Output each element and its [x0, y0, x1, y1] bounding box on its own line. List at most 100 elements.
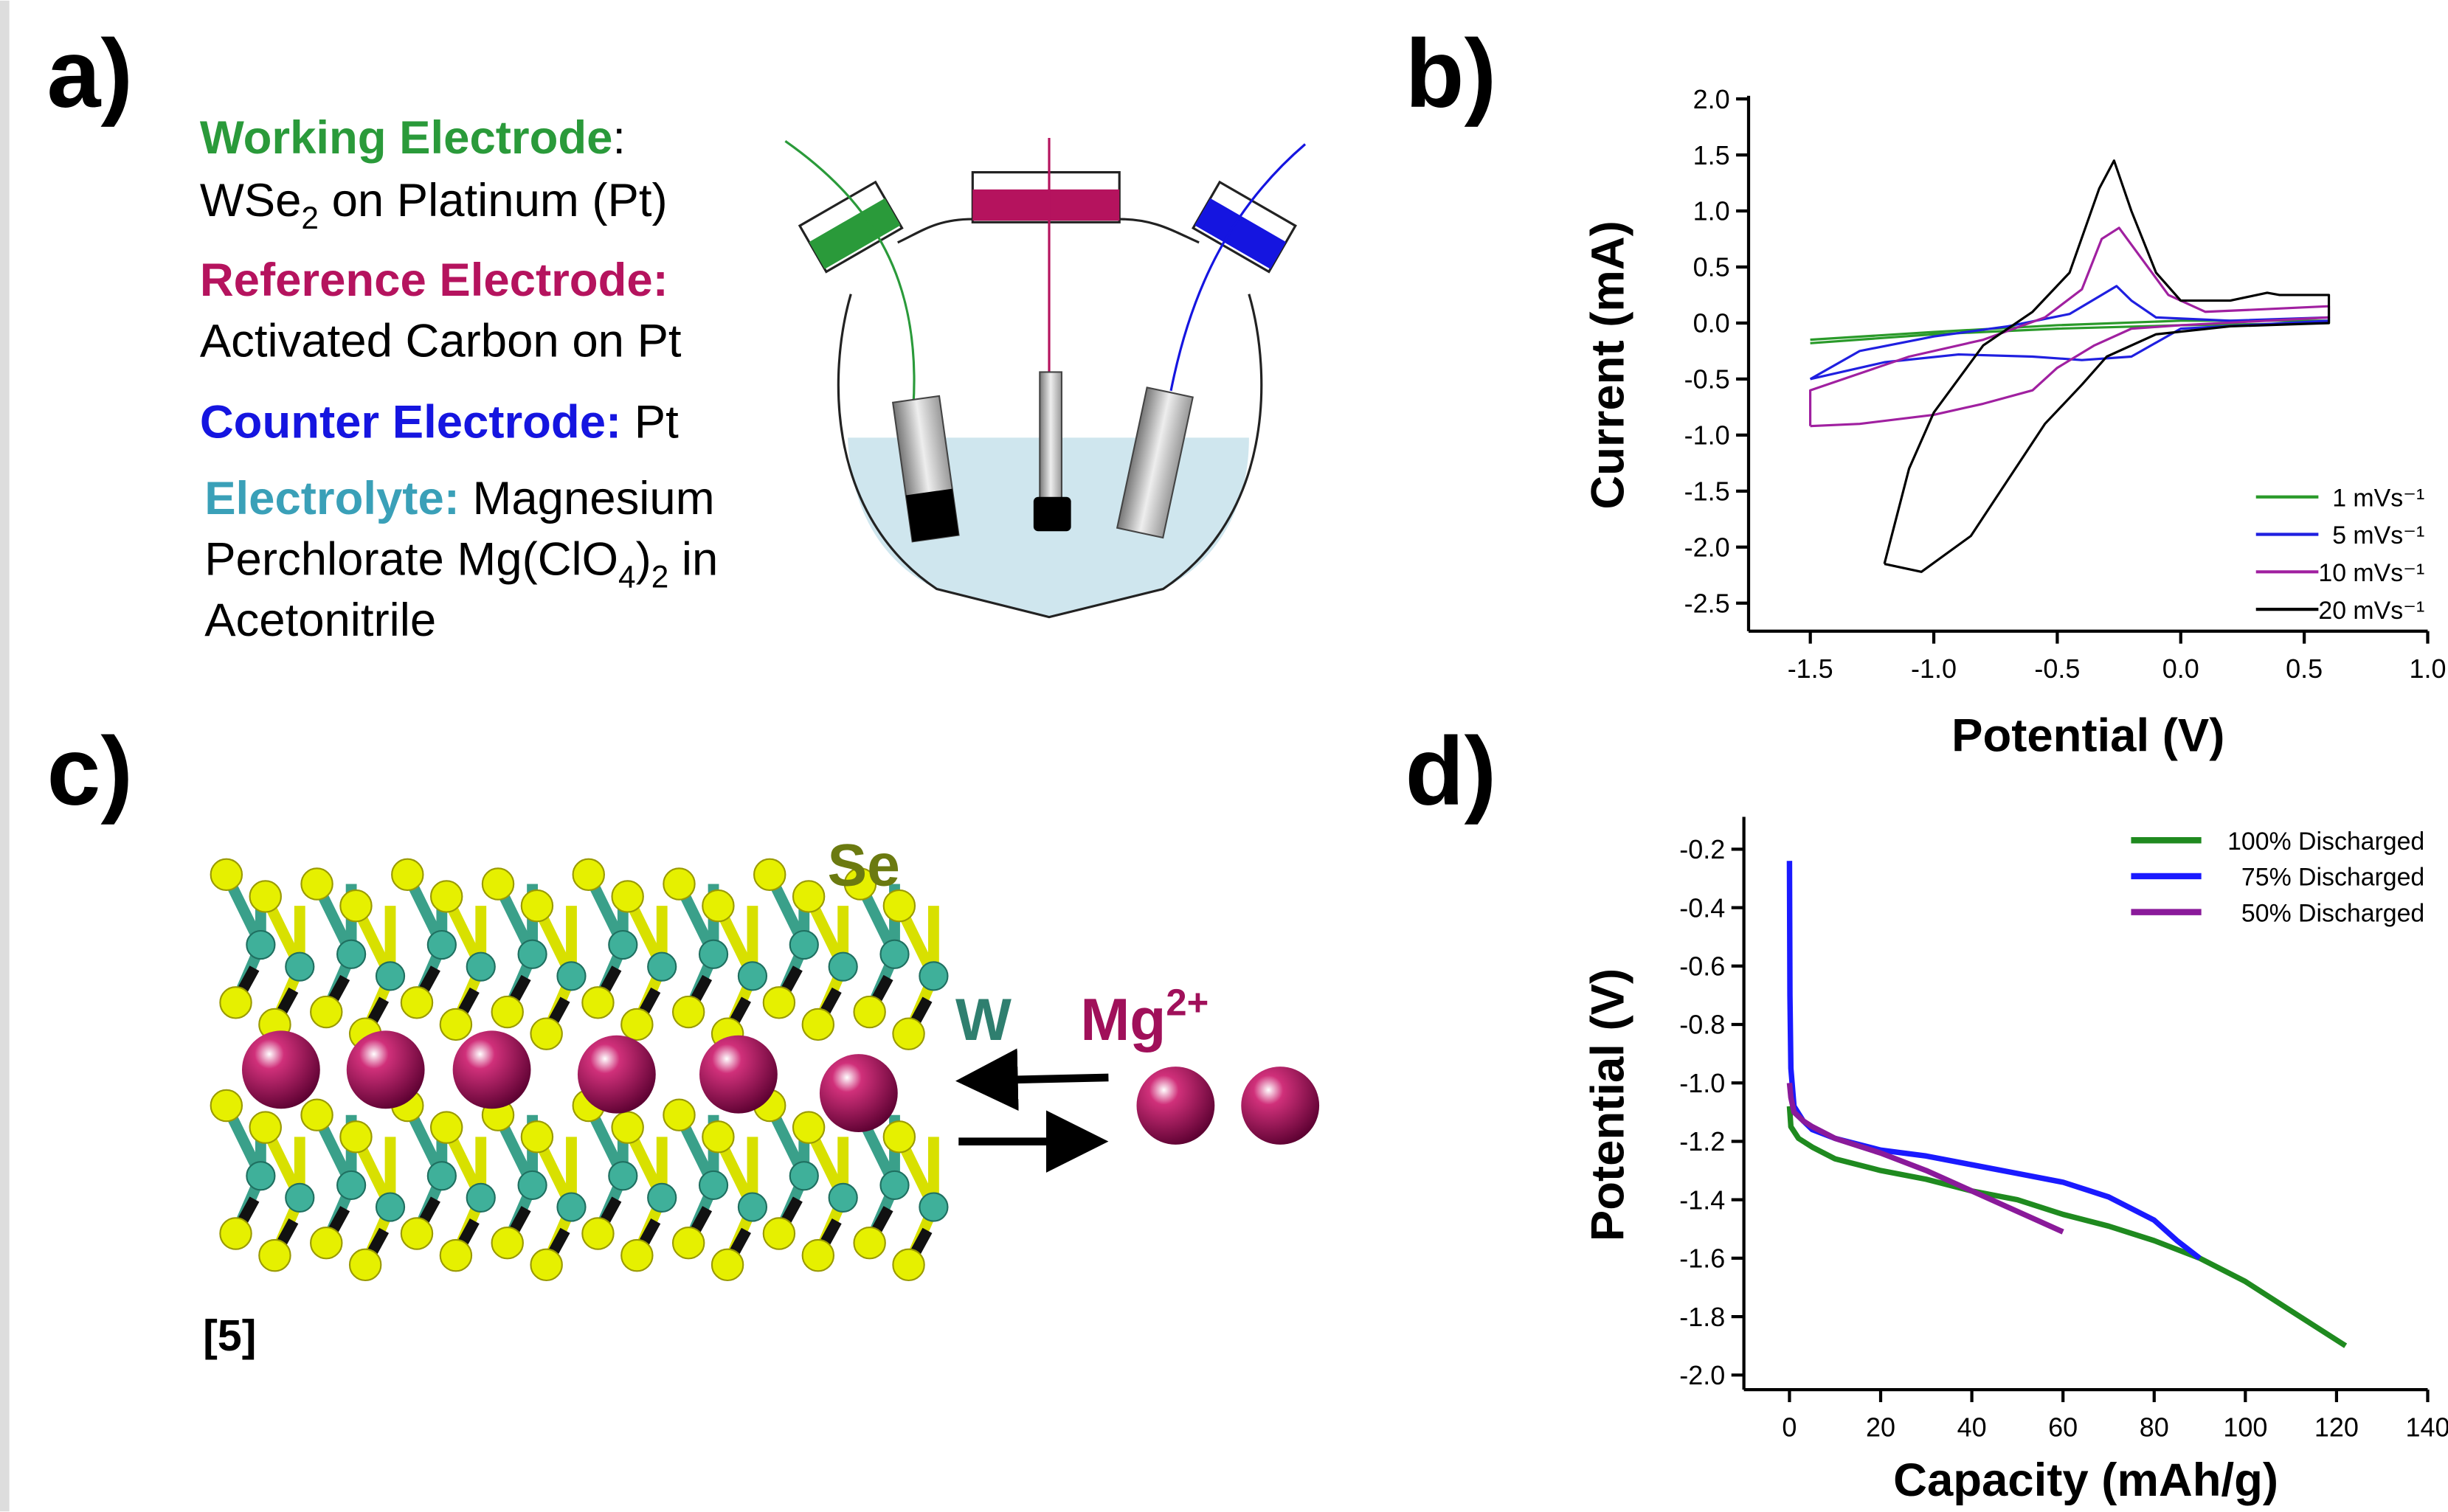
se-atom — [764, 987, 795, 1018]
reference: [5] — [203, 1311, 256, 1360]
y-tick-label: 1.5 — [1693, 140, 1730, 170]
electrolyte: Electrolyte: Magnesium — [204, 473, 714, 524]
se-atom — [522, 890, 553, 921]
w-atom — [739, 962, 767, 990]
x-tick-label: 60 — [2048, 1412, 2078, 1443]
mg-ion — [1241, 1067, 1319, 1145]
y-tick-label: -1.4 — [1679, 1185, 1725, 1215]
se-atom — [220, 1218, 251, 1249]
se-atom — [893, 1249, 924, 1280]
mg-ion — [242, 1030, 320, 1109]
w-atom — [609, 931, 637, 959]
w-atom — [337, 940, 365, 968]
y-tick-label: 1.0 — [1693, 196, 1730, 226]
legend-label: 75% Discharged — [2241, 864, 2424, 892]
se-atom — [673, 1227, 704, 1258]
w-atom — [739, 1193, 767, 1221]
x-tick-label: 0.5 — [2286, 653, 2323, 684]
se-atom — [250, 881, 281, 912]
se-atom — [854, 996, 885, 1027]
se-atom — [884, 1121, 915, 1152]
mg-ion — [453, 1030, 531, 1109]
y-tick-label: -0.5 — [1684, 364, 1730, 395]
w-atom — [829, 1184, 857, 1212]
w-atom — [880, 940, 908, 968]
x-tick-label: 0 — [1782, 1412, 1797, 1443]
se-atom — [793, 1112, 824, 1142]
electrolyte-line: Perchlorate Mg(ClO4)2 in — [204, 534, 718, 594]
x-tick-label: 140 — [2405, 1412, 2448, 1443]
w-atom — [376, 1193, 404, 1221]
se-atom — [793, 881, 824, 912]
w-atom — [286, 953, 314, 981]
text: ) — [636, 534, 651, 586]
atom-label: Se — [828, 833, 900, 899]
mg-ion — [347, 1030, 425, 1109]
wire — [1171, 145, 1305, 391]
sample — [906, 489, 959, 542]
neck — [1193, 182, 1296, 272]
y-tick-label: -0.6 — [1679, 951, 1725, 981]
text: in — [668, 534, 718, 586]
wire — [785, 141, 914, 406]
left-border — [0, 1, 10, 1511]
se-atom — [673, 996, 704, 1027]
mg-ion — [578, 1036, 656, 1114]
electrolyte-line: Acetonitrile — [204, 594, 436, 646]
panel-label: b) — [1405, 19, 1496, 128]
w-atom — [286, 1184, 314, 1212]
se-atom — [492, 1227, 523, 1258]
se-atom — [702, 890, 733, 921]
series-line — [1884, 161, 2328, 572]
y-tick-label: -2.5 — [1684, 588, 1730, 618]
se-atom — [431, 881, 462, 912]
reference-electrode: Reference Electrode: — [200, 254, 668, 306]
text: Perchlorate Mg(ClO — [204, 534, 618, 586]
w-atom — [699, 940, 727, 968]
se-atom — [803, 1240, 834, 1271]
x-tick-label: 20 — [1866, 1412, 1895, 1443]
w-atom — [790, 1162, 818, 1190]
se-atom — [259, 1240, 290, 1271]
se-atom — [440, 1009, 471, 1040]
y-tick-label: -1.2 — [1679, 1126, 1725, 1156]
se-atom — [311, 996, 342, 1027]
w-atom — [246, 1162, 274, 1190]
w-atom — [467, 1184, 495, 1212]
w-atom — [467, 953, 495, 981]
se-atom — [621, 1009, 652, 1040]
x-tick-label: 0.0 — [2162, 653, 2199, 684]
y-tick-label: -0.8 — [1679, 1010, 1725, 1040]
sample — [1034, 497, 1071, 532]
y-tick-label: -0.4 — [1679, 892, 1725, 923]
subscript: 4 — [618, 559, 636, 594]
x-tick-label: -1.0 — [1911, 653, 1957, 684]
reference-material: Activated Carbon on Pt — [200, 315, 682, 367]
se-atom — [893, 1019, 924, 1050]
se-atom — [530, 1019, 561, 1050]
series-line — [1789, 1106, 2345, 1346]
figure: a) Working Electrode: WSe2 on Platinum (… — [0, 0, 2448, 1512]
se-atom — [621, 1240, 652, 1271]
working-electrode: Working Electrode: — [200, 112, 626, 164]
x-tick-label: -0.5 — [2034, 653, 2080, 684]
y-tick-label: 0.0 — [1693, 308, 1730, 339]
mg-ion — [699, 1036, 778, 1114]
y-tick-label: -1.8 — [1679, 1302, 1725, 1332]
superscript: 2+ — [1166, 981, 1209, 1023]
se-atom — [854, 1227, 885, 1258]
rod — [1040, 372, 1062, 500]
se-atom — [350, 1249, 381, 1280]
se-atom — [573, 859, 604, 890]
working-material: WSe2 on Platinum (Pt) — [200, 175, 668, 235]
w-atom — [919, 962, 947, 990]
y-tick-label: -1.0 — [1679, 1068, 1725, 1098]
se-atom — [754, 859, 785, 890]
y-tick-label: -2.0 — [1679, 1360, 1725, 1390]
w-atom — [919, 1193, 947, 1221]
se-atom — [712, 1249, 743, 1280]
panel-label: d) — [1405, 717, 1496, 825]
text: Mg — [1080, 987, 1166, 1053]
w-atom — [829, 953, 857, 981]
se-atom — [211, 1090, 242, 1121]
